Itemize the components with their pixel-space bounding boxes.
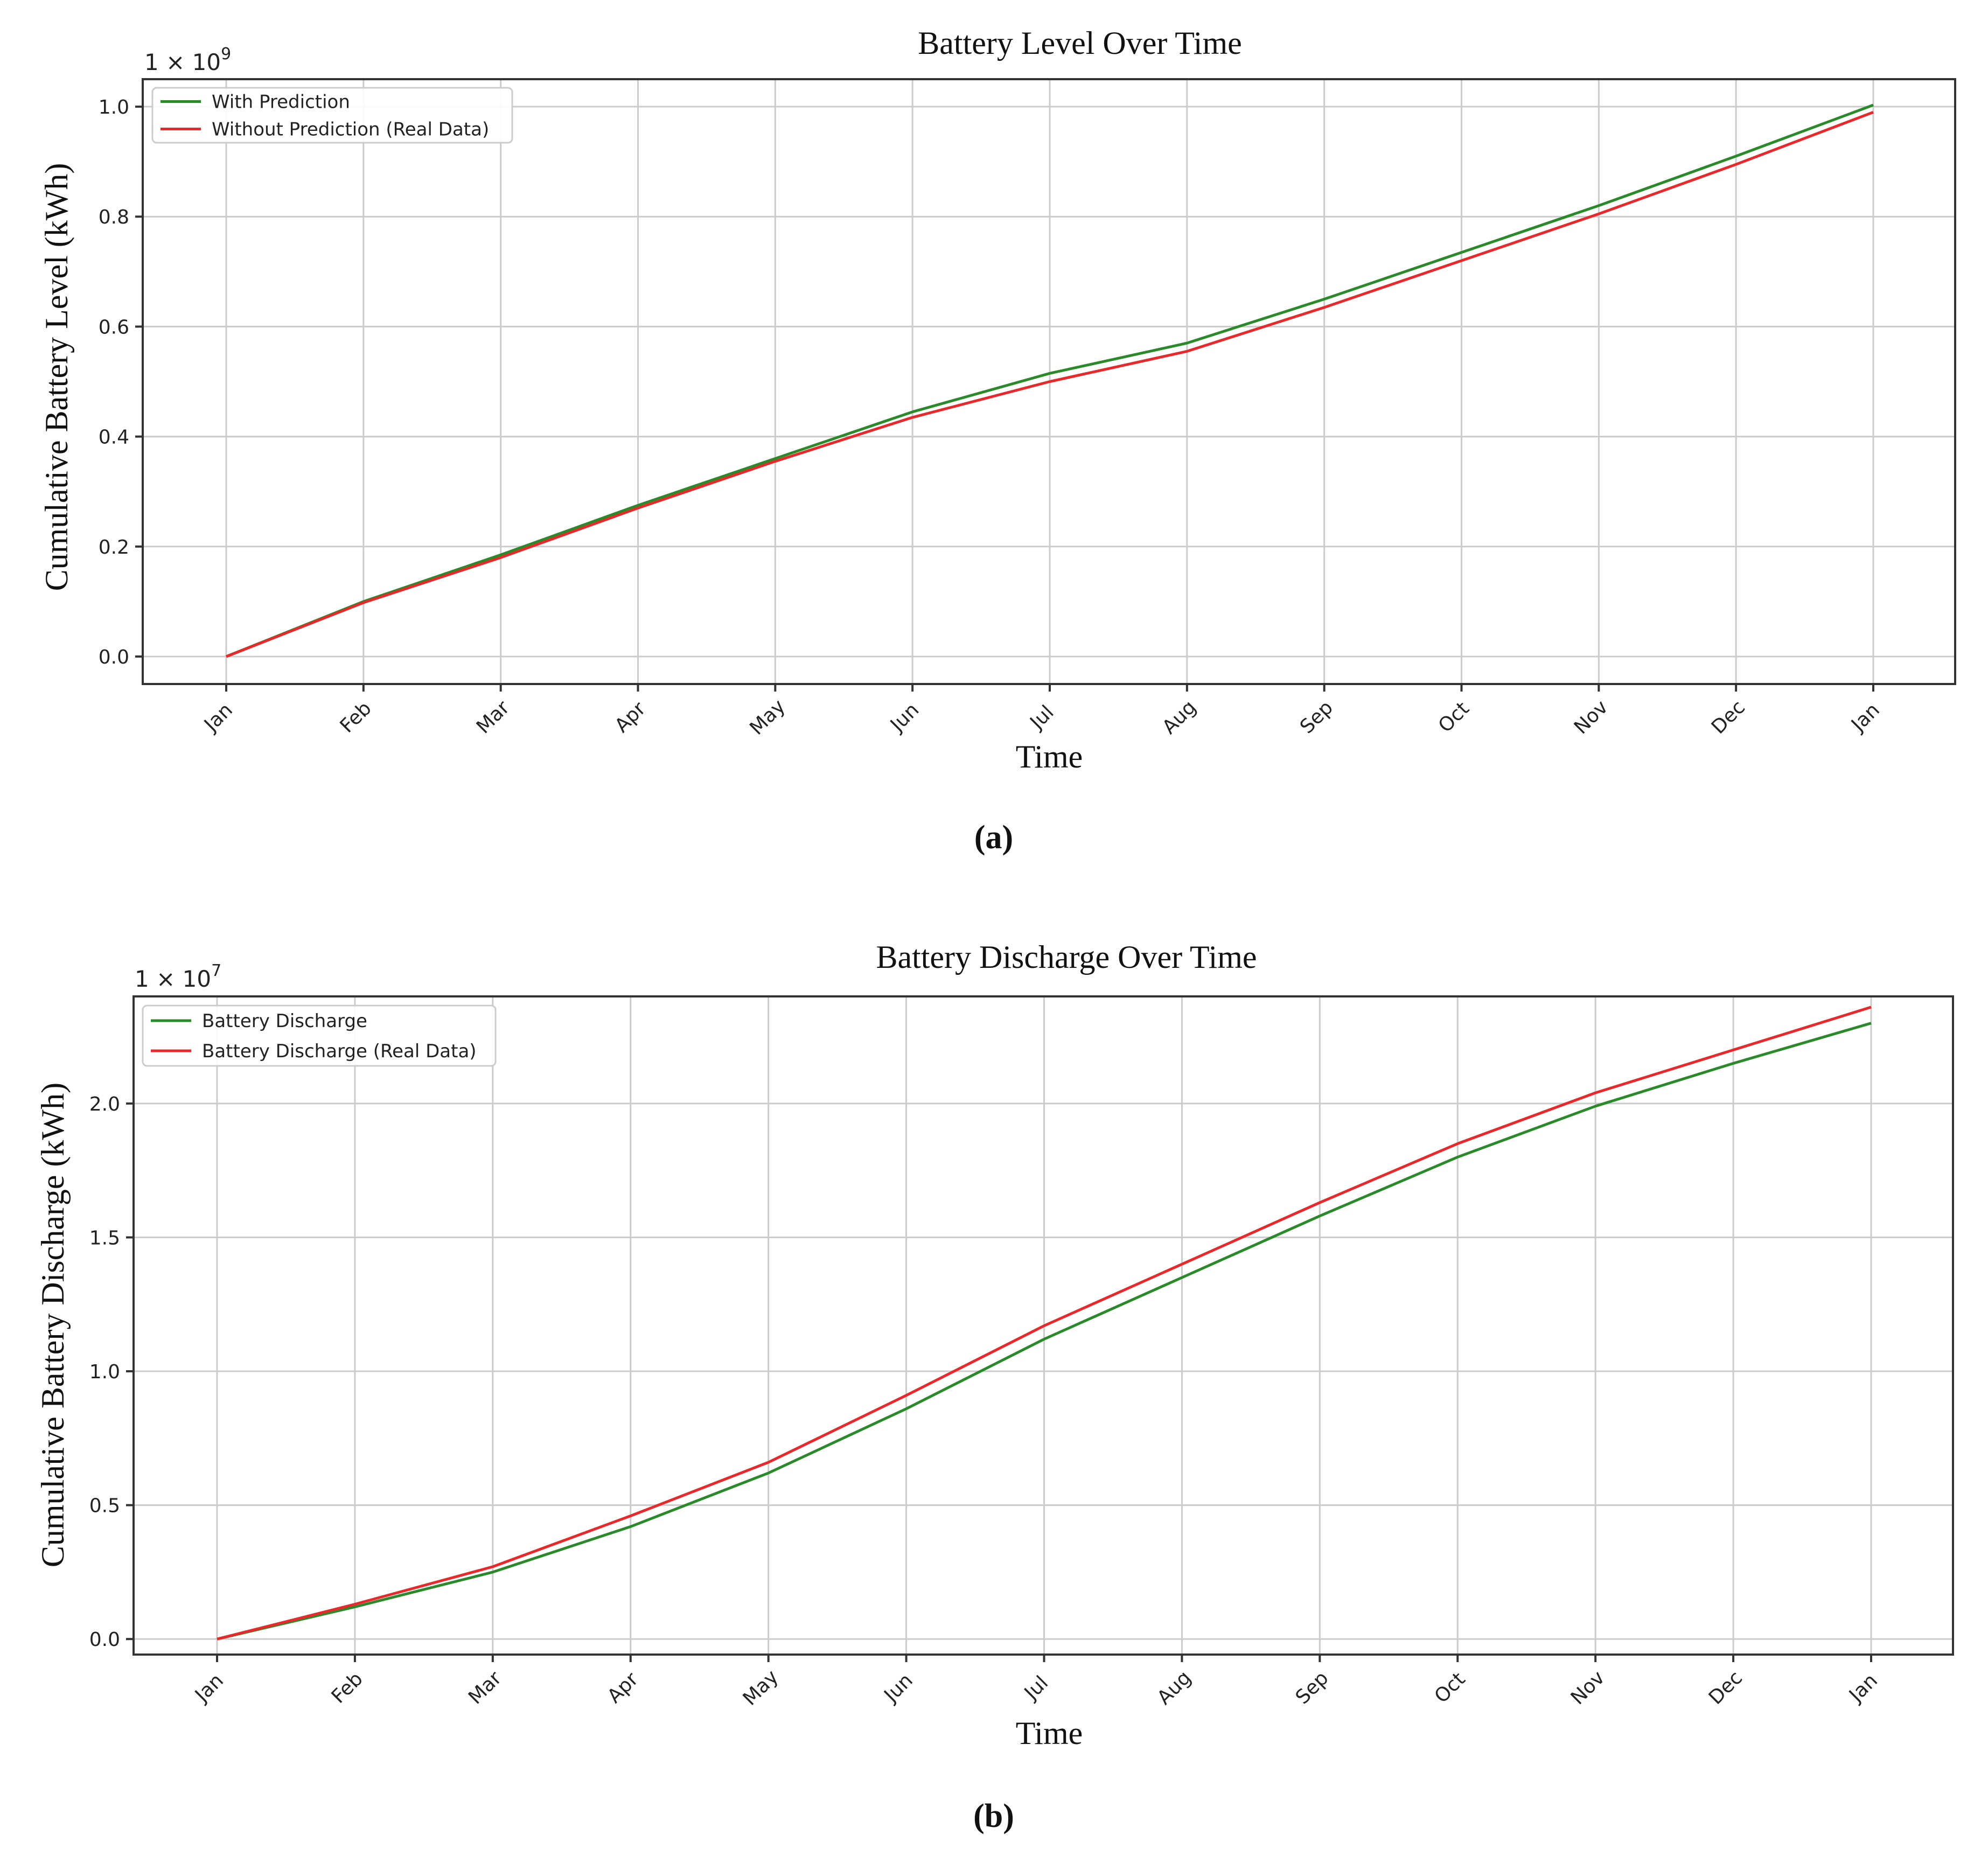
x-tick-label: Oct — [1434, 697, 1474, 737]
x-tick-label: Jan — [1846, 699, 1884, 737]
legend-label-1: Battery Discharge (Real Data) — [202, 1041, 477, 1062]
y-tick-label: 0.6 — [99, 316, 129, 338]
series-line-1 — [226, 110, 1874, 658]
chart-a-title: Battery Level Over Time — [918, 25, 1242, 61]
x-tick-label: Dec — [1707, 696, 1749, 738]
chart-a-multiplier-base: 1 × 10 — [144, 49, 221, 75]
y-tick-label: 0.4 — [99, 427, 129, 449]
x-tick-label: Jun — [885, 699, 923, 736]
x-tick-label: May — [745, 695, 790, 739]
chart-b: Battery Discharge Over Time 1 × 107 Jan F… — [35, 939, 1954, 1834]
chart-b-multiplier: 1 × 107 — [135, 961, 221, 992]
x-tick-label: Sep — [1292, 1667, 1333, 1708]
legend-box — [142, 1004, 497, 1067]
x-tick-label: Aug — [1153, 1667, 1196, 1710]
chart-a-multiplier-exp: 9 — [221, 45, 231, 64]
chart-b-xlabel: Time — [1016, 1715, 1083, 1751]
chart-b-multiplier-base: 1 × 10 — [135, 966, 211, 992]
x-tick-label: Nov — [1570, 696, 1613, 739]
x-tick-label: Feb — [336, 697, 376, 737]
chart-a-lines — [226, 103, 1874, 658]
x-tick-label: Oct — [1431, 1668, 1470, 1707]
chart-b-legend: Battery Discharge Battery Discharge (Real… — [142, 1004, 497, 1067]
chart-b-ticks: Jan Feb Mar Apr May Jun Jul Aug Sep Oct Nov Dec Jan 0… — [89, 1093, 1882, 1710]
chart-b-lines — [217, 1006, 1872, 1641]
x-tick-label: Jul — [1026, 701, 1058, 734]
y-tick-label: 0.8 — [99, 206, 129, 228]
x-tick-label: May — [739, 1666, 783, 1710]
chart-a-multiplier: 1 × 109 — [144, 45, 231, 75]
series-line-0 — [226, 103, 1874, 658]
x-tick-label: Jul — [1020, 1672, 1052, 1705]
legend-label-1: Without Prediction (Real Data) — [212, 119, 489, 141]
y-tick-label: 0.0 — [99, 646, 129, 668]
x-tick-label: Sep — [1296, 696, 1337, 738]
x-tick-label: Aug — [1158, 696, 1201, 739]
chart-b-title: Battery Discharge Over Time — [876, 939, 1257, 975]
chart-a-ylabel: Cumulative Battery Level (kWh) — [39, 163, 74, 591]
chart-b-ylabel: Cumulative Battery Discharge (kWh) — [35, 1083, 71, 1567]
chart-a-legend: With Prediction Without Prediction (Real … — [151, 87, 513, 144]
chart-a-xlabel: Time — [1016, 739, 1083, 775]
panel-label-b: (b) — [973, 1798, 1014, 1834]
chart-a-ticks: Jan Feb Mar Apr May Jun Jul Aug Sep Oct Nov Dec Jan 0… — [99, 96, 1884, 739]
x-tick-label: Dec — [1705, 1667, 1747, 1709]
chart-b-multiplier-exp: 7 — [211, 961, 221, 980]
x-tick-label: Mar — [464, 1667, 506, 1708]
y-tick-label: 1.5 — [89, 1227, 120, 1249]
x-tick-label: Jan — [1844, 1670, 1882, 1707]
y-tick-label: 2.0 — [89, 1093, 120, 1115]
x-tick-label: Apr — [611, 697, 650, 737]
x-tick-label: Jan — [199, 699, 237, 737]
legend-label-0: With Prediction — [212, 92, 350, 113]
panel-label-a: (a) — [974, 819, 1013, 856]
y-tick-label: 0.2 — [99, 536, 129, 559]
chart-a: Battery Level Over Time 1 × 109 Jan Feb Ma… — [39, 25, 1956, 856]
legend-box — [151, 87, 513, 144]
legend-label-0: Battery Discharge — [202, 1010, 367, 1032]
y-tick-label: 0.5 — [89, 1495, 120, 1517]
x-tick-label: Apr — [603, 1668, 643, 1707]
x-tick-label: Mar — [472, 696, 514, 738]
x-tick-label: Jan — [190, 1670, 228, 1707]
x-tick-label: Feb — [327, 1668, 367, 1708]
y-tick-label: 0.0 — [89, 1629, 120, 1651]
x-tick-label: Jun — [880, 1669, 917, 1707]
y-tick-label: 1.0 — [89, 1361, 120, 1383]
chart-b-grid — [134, 996, 1953, 1655]
x-tick-label: Nov — [1567, 1667, 1609, 1710]
y-tick-label: 1.0 — [99, 96, 129, 118]
series-line-0 — [217, 1022, 1872, 1641]
series-line-1 — [217, 1006, 1872, 1641]
